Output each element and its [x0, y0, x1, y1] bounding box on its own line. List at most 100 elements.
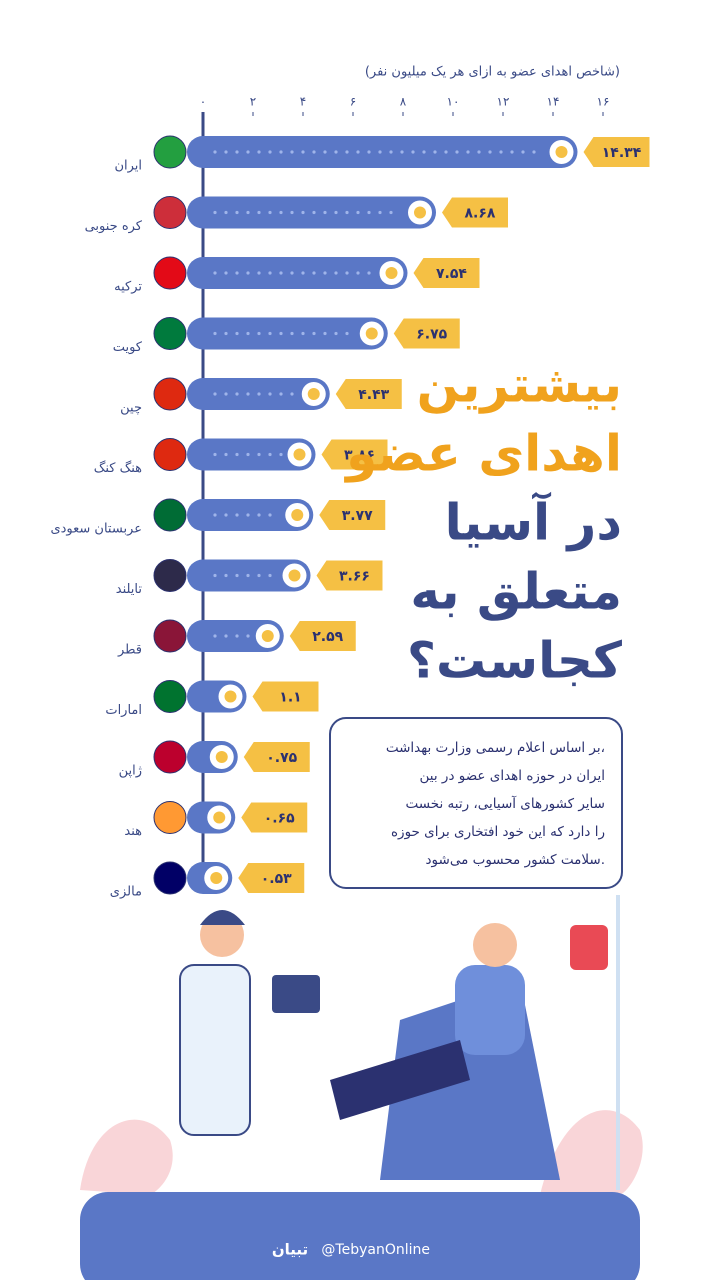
value-tag [583, 137, 650, 167]
bar-dot [334, 150, 338, 154]
bar-dot [433, 150, 437, 154]
value-tag [413, 258, 480, 288]
bar-dot [268, 392, 272, 396]
bar-dot [213, 271, 217, 275]
headline: اهدای عضو [343, 425, 622, 484]
bar-end-inner [307, 388, 320, 400]
bar [187, 438, 316, 471]
bar-dot [367, 150, 371, 154]
bar-end-inner [261, 630, 274, 642]
bar-dot [367, 271, 371, 275]
bar-dot [246, 513, 250, 517]
bar-end-inner [293, 448, 306, 461]
bar-dot [235, 271, 239, 275]
headline: کجاست؟ [407, 632, 623, 690]
bar-dot [466, 150, 470, 154]
category-label: هند [124, 824, 142, 839]
bar-dot [345, 331, 349, 336]
bar-dot [235, 573, 239, 578]
bar-dot [257, 452, 261, 457]
bar-dot [257, 150, 261, 154]
bar-dot [356, 210, 360, 215]
bar [187, 257, 408, 289]
bar-dot [521, 150, 525, 154]
bar-dot [400, 150, 404, 154]
category-label: تایلند [116, 582, 143, 597]
bar-dot [235, 634, 239, 638]
bar-dot [301, 210, 305, 215]
flag [153, 498, 187, 532]
value-label: ۳.۷۷ [342, 508, 373, 524]
bar-dot [323, 271, 327, 275]
bar-dot [235, 331, 239, 336]
bar-dot [356, 271, 360, 275]
x-tick-label: ۱۴ [547, 95, 560, 109]
value-label: ۳.۸۶ [344, 448, 375, 464]
flag [153, 317, 187, 350]
bar-dot [213, 392, 217, 396]
bar-dot [312, 210, 316, 215]
x-tick-label: ۸ [400, 95, 407, 109]
flag [153, 438, 187, 471]
headline: در آسیا [445, 492, 622, 552]
flag [153, 740, 187, 774]
value-label: ۰.۶۵ [264, 811, 295, 827]
bar-dot [224, 452, 228, 457]
bar-dot [290, 392, 294, 396]
bar-dot [334, 210, 338, 215]
bar-dot [224, 513, 228, 517]
illustration [80, 895, 643, 1195]
bar-dot [510, 150, 514, 154]
bar-dot [224, 392, 228, 396]
x-tick-label: ۱۶ [597, 95, 610, 109]
note-text: ایران در حوزه اهدای عضو در بین [420, 768, 605, 784]
nurse-hair [200, 910, 245, 925]
bar-dot [257, 331, 261, 336]
bar-dot [378, 210, 382, 215]
bar-end-inner [224, 690, 237, 703]
bar-dot [246, 392, 250, 396]
x-tick-label: ۶ [350, 95, 356, 109]
category-label: ژاپن [119, 764, 142, 779]
blood-bag [570, 925, 608, 970]
bar-dot [323, 150, 327, 154]
bar-dot [279, 210, 283, 215]
bar [187, 136, 578, 168]
value-label: ۳.۶۶ [339, 569, 370, 585]
value-label: ۱.۱ [279, 690, 301, 706]
category-label: ایران [114, 159, 142, 174]
value-tag [238, 863, 305, 893]
category-label: امارات [105, 703, 142, 718]
bar-dot [279, 271, 283, 275]
bar-end-inner [365, 327, 378, 340]
footer-brand: تبیان [272, 1241, 308, 1259]
bar-dot [312, 271, 316, 275]
bar-end-inner [288, 569, 301, 582]
bar-dot [235, 210, 239, 215]
bar-dot [477, 150, 481, 154]
bar-dot [323, 210, 327, 215]
category-label: چین [120, 401, 142, 416]
bar-end-inner [210, 872, 223, 884]
bar-dot [235, 150, 239, 154]
flag [153, 377, 187, 411]
bar-dot [246, 210, 250, 215]
bar-dot [268, 573, 272, 578]
flag [153, 196, 187, 229]
bar-dot [345, 150, 349, 154]
bar-end-inner [414, 206, 426, 219]
bar-dot [224, 271, 228, 275]
bar-dot [213, 331, 217, 336]
bar-dot [444, 150, 448, 154]
bar-dot [224, 573, 228, 578]
bar-dot [345, 210, 349, 215]
flag [153, 680, 187, 713]
value-label: ۰.۵۳ [261, 871, 292, 887]
bar-dot [290, 271, 294, 275]
bar-dot [378, 150, 382, 154]
bar-dot [235, 513, 239, 517]
value-label: ۶.۷۵ [416, 327, 447, 343]
leaf [80, 1119, 173, 1195]
category-label: ترکیه [114, 280, 142, 295]
nurse-body [179, 964, 251, 1136]
